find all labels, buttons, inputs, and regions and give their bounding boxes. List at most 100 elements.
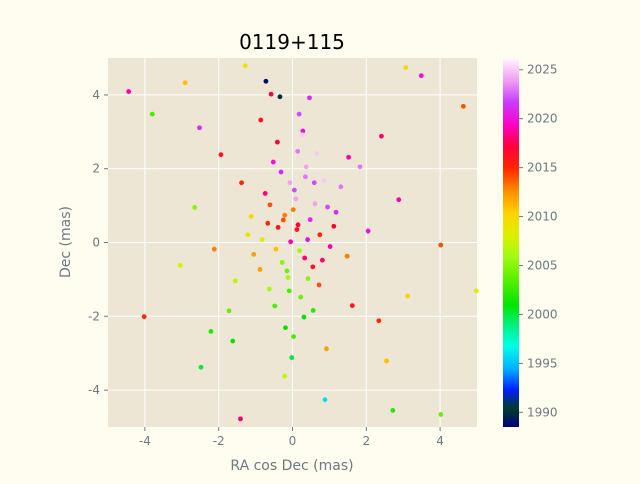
x-tick-label: -2 xyxy=(213,434,225,448)
data-point xyxy=(266,286,272,292)
data-point xyxy=(300,132,305,138)
data-point xyxy=(182,80,188,86)
colorbar xyxy=(503,58,519,427)
data-point xyxy=(344,253,350,259)
colorbar-tick-label: 2000 xyxy=(527,307,558,321)
y-tick-label: 0 xyxy=(92,236,100,250)
x-tick-label: 2 xyxy=(362,434,370,448)
data-point xyxy=(177,262,183,268)
data-point xyxy=(208,329,214,334)
data-point xyxy=(272,303,278,309)
data-point xyxy=(198,364,204,370)
data-point xyxy=(258,117,264,123)
data-point xyxy=(284,268,290,274)
y-tick-label: -2 xyxy=(88,309,100,323)
data-point xyxy=(287,180,293,186)
data-point xyxy=(365,228,371,234)
data-point xyxy=(211,246,217,252)
data-point xyxy=(291,187,297,193)
data-point xyxy=(197,125,202,131)
data-point xyxy=(297,248,302,254)
data-point xyxy=(316,282,322,288)
data-point xyxy=(291,334,297,339)
data-point xyxy=(290,207,296,213)
x-tick-label: -4 xyxy=(139,434,151,448)
data-point xyxy=(141,314,147,320)
data-point xyxy=(319,257,325,263)
colorbar-tick-label: 2020 xyxy=(527,112,558,126)
data-point xyxy=(296,111,302,117)
data-point xyxy=(325,204,330,210)
data-point xyxy=(294,227,300,232)
y-axis-ticks: -4 -2 0 2 4 xyxy=(88,88,108,397)
data-point xyxy=(331,223,337,229)
data-point xyxy=(286,288,292,294)
data-point xyxy=(230,338,236,344)
data-point xyxy=(312,201,318,207)
x-axis-ticks: -4 -2 0 2 4 xyxy=(139,427,444,448)
data-point xyxy=(267,202,273,208)
data-point xyxy=(346,154,351,160)
data-point xyxy=(262,191,268,196)
data-point xyxy=(357,164,363,170)
data-point xyxy=(295,148,301,154)
y-tick-label: 2 xyxy=(92,162,100,176)
data-point xyxy=(226,308,232,314)
data-point xyxy=(327,244,333,249)
data-point xyxy=(405,293,411,299)
data-points xyxy=(126,63,479,422)
data-point xyxy=(242,63,248,69)
data-point xyxy=(288,239,294,245)
data-point xyxy=(310,264,316,270)
data-point xyxy=(273,246,279,252)
data-point xyxy=(324,346,329,352)
data-point xyxy=(126,89,132,94)
data-point xyxy=(275,224,281,230)
data-point xyxy=(305,276,311,282)
data-point xyxy=(270,159,276,165)
data-point xyxy=(218,152,224,158)
data-point xyxy=(317,232,323,238)
data-point xyxy=(321,178,327,183)
data-point xyxy=(192,205,198,210)
data-point xyxy=(311,180,317,186)
data-point xyxy=(277,94,283,100)
data-point xyxy=(251,251,257,257)
data-point xyxy=(349,303,355,308)
data-point xyxy=(338,184,344,190)
data-point xyxy=(303,174,308,180)
data-point xyxy=(384,358,389,364)
data-point xyxy=(303,164,309,170)
data-point xyxy=(239,180,244,186)
data-point xyxy=(268,91,274,97)
data-point xyxy=(279,260,285,265)
colorbar-tick-label: 2025 xyxy=(527,63,558,77)
data-point xyxy=(438,412,444,417)
x-axis-label: RA cos Dec (mas) xyxy=(230,458,353,474)
data-point xyxy=(295,222,301,228)
y-tick-label: -4 xyxy=(88,383,100,397)
data-point xyxy=(300,128,306,134)
colorbar-ticks: 1990 1995 2000 2005 2010 2015 2020 2025 xyxy=(519,63,558,419)
data-point xyxy=(259,237,265,242)
data-point xyxy=(390,407,396,413)
data-point xyxy=(333,209,339,215)
data-point xyxy=(257,267,263,272)
x-tick-label: 0 xyxy=(289,434,297,448)
colorbar-tick-label: 1990 xyxy=(527,405,558,419)
y-axis-label: Dec (mas) xyxy=(58,206,74,278)
data-point xyxy=(307,95,312,101)
data-point xyxy=(265,220,271,226)
colorbar-tick-label: 2010 xyxy=(527,210,558,224)
x-tick-label: 4 xyxy=(436,434,444,448)
colorbar-tick-label: 1995 xyxy=(527,356,558,370)
data-point xyxy=(278,169,284,175)
data-point xyxy=(238,416,243,422)
data-point xyxy=(232,278,238,284)
data-point xyxy=(305,237,311,242)
data-point xyxy=(322,397,328,403)
data-point xyxy=(310,307,316,313)
data-point xyxy=(274,139,280,145)
